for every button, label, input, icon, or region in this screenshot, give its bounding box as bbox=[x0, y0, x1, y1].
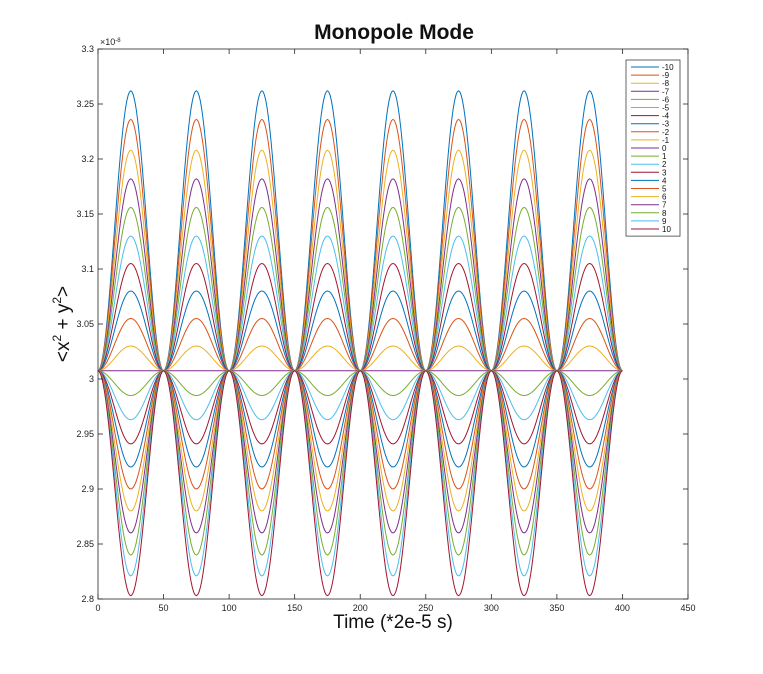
y-axis-exponent: ×10-8 bbox=[100, 37, 121, 47]
legend-label-0: 0 bbox=[662, 144, 667, 153]
y-label-base: <x bbox=[53, 341, 74, 362]
y-tick-label: 3.15 bbox=[76, 209, 94, 219]
y-exponent-prefix: ×10 bbox=[100, 37, 115, 47]
x-tick-label: 300 bbox=[484, 603, 499, 613]
y-tick-label: 3.1 bbox=[81, 264, 94, 274]
x-tick-label: 0 bbox=[95, 603, 100, 613]
y-label-end: > bbox=[53, 286, 74, 297]
legend-label-2: 2 bbox=[662, 160, 667, 169]
plot-frame bbox=[97, 48, 689, 600]
series-layer bbox=[97, 90, 623, 597]
x-tick-label: 150 bbox=[287, 603, 302, 613]
x-axis-label: Time (*2e-5 s) bbox=[333, 612, 453, 633]
legend-label-7: 7 bbox=[662, 201, 667, 210]
y-tick-label: 3.2 bbox=[81, 154, 94, 164]
legend-label-5: 5 bbox=[662, 185, 667, 194]
chart-title: Monopole Mode bbox=[314, 21, 474, 44]
legend-label--1: -1 bbox=[662, 136, 670, 145]
plot-area bbox=[98, 49, 688, 599]
legend-label-1: 1 bbox=[662, 152, 667, 161]
y-label-sup2: 2 bbox=[50, 297, 64, 304]
y-tick-label: 3.25 bbox=[76, 99, 94, 109]
y-tick-label: 2.95 bbox=[76, 429, 94, 439]
legend-label--8: -8 bbox=[662, 79, 670, 88]
legend-label--6: -6 bbox=[662, 95, 670, 104]
y-exponent-power: -8 bbox=[115, 38, 121, 44]
x-tick-label: 250 bbox=[418, 603, 433, 613]
y-axis-label: <x2 + y2> bbox=[50, 286, 74, 362]
y-tick-label: 3.05 bbox=[76, 319, 94, 329]
legend-label-3: 3 bbox=[662, 168, 667, 177]
legend-label--10: -10 bbox=[662, 63, 674, 72]
x-tick-label: 350 bbox=[549, 603, 564, 613]
legend-label-6: 6 bbox=[662, 193, 667, 202]
series-line-10 bbox=[97, 370, 623, 597]
y-label-sup1: 2 bbox=[50, 335, 64, 342]
x-tick-label: 50 bbox=[159, 603, 169, 613]
y-tick-label: 3.3 bbox=[81, 44, 94, 54]
x-tick-label: 200 bbox=[353, 603, 368, 613]
legend-label-9: 9 bbox=[662, 217, 667, 226]
legend-label--3: -3 bbox=[662, 120, 670, 129]
x-tick-label: 400 bbox=[615, 603, 630, 613]
legend-label--9: -9 bbox=[662, 71, 670, 80]
x-tick-label: 100 bbox=[222, 603, 237, 613]
y-tick-label: 2.8 bbox=[81, 594, 94, 604]
y-tick-label: 3 bbox=[89, 374, 94, 384]
y-label-mid: + y bbox=[53, 303, 74, 335]
y-tick-label: 2.9 bbox=[81, 484, 94, 494]
legend-label--2: -2 bbox=[662, 128, 670, 137]
legend-label-10: 10 bbox=[662, 225, 671, 234]
y-tick-label: 2.85 bbox=[76, 539, 94, 549]
legend-label--4: -4 bbox=[662, 112, 670, 121]
legend-label-4: 4 bbox=[662, 176, 667, 185]
legend-label-8: 8 bbox=[662, 209, 667, 218]
legend-label--7: -7 bbox=[662, 87, 670, 96]
axes-layer: 0 50 100 150 200 250 300 350 400 4502.82.852.92.9… bbox=[76, 44, 695, 613]
x-tick-label: 450 bbox=[680, 603, 695, 613]
legend-label--5: -5 bbox=[662, 104, 670, 113]
